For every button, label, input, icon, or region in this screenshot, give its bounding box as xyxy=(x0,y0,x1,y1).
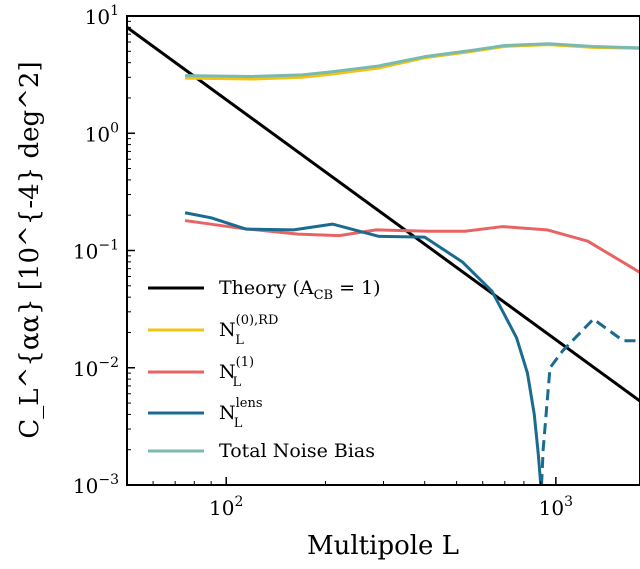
y-tick-label: 101 xyxy=(85,3,119,29)
y-tick-label: 10−2 xyxy=(73,355,119,381)
y-tick-label: 10−1 xyxy=(73,238,119,264)
legend-label: N(0),RD L xyxy=(219,313,278,348)
series-0-line xyxy=(127,27,640,401)
x-axis-title: Multipole L xyxy=(307,531,459,561)
legend: Theory (ACB = 1) N(0),RD L N(1) L Nlens L Total… xyxy=(148,277,381,462)
series-3-negative-dashed-line xyxy=(542,319,640,485)
x-tick-label: 103 xyxy=(539,494,573,520)
series-4-line xyxy=(185,44,640,77)
y-tick-label: 100 xyxy=(85,120,119,146)
plot-lines xyxy=(127,27,640,485)
legend-label: N(1) L xyxy=(219,355,254,390)
legend-label: Theory (ACB = 1) xyxy=(219,277,381,303)
legend-label: Nlens L xyxy=(219,396,263,431)
x-tick-label: 102 xyxy=(209,494,243,520)
y-tick-label: 10−3 xyxy=(73,472,119,498)
axes xyxy=(127,16,640,485)
y-axis-title: C_L^{αα} [10^{-4} deg^2] xyxy=(15,61,45,438)
series-1-line xyxy=(185,45,640,79)
plot-frame xyxy=(127,16,640,485)
legend-label: Total Noise Bias xyxy=(219,440,375,462)
